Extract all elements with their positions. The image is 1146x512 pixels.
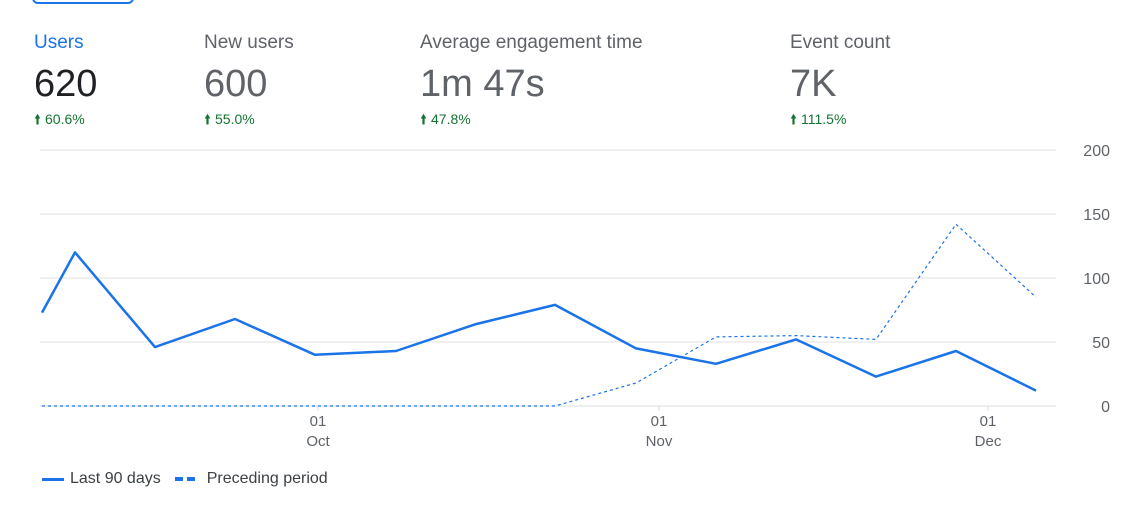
arrow-up-icon: 🠙	[420, 111, 428, 127]
y-tick-label: 100	[1083, 271, 1110, 288]
chart-legend: Last 90 days Preceding period	[42, 470, 342, 488]
metric-label: New users	[204, 32, 294, 53]
y-tick-label: 200	[1083, 143, 1110, 160]
arrow-up-icon: 🠙	[790, 111, 798, 127]
metric-value: 600	[204, 63, 268, 105]
x-tick-label-day: 01	[310, 413, 327, 430]
metric-average-engagement-time[interactable]: Average engagement time 1m 47s 🠙 47.8%	[420, 31, 643, 133]
metric-event-count[interactable]: Event count 7K 🠙 111.5%	[790, 31, 890, 133]
legend-swatch-dashed	[174, 477, 199, 481]
y-tick-label: 150	[1083, 207, 1110, 224]
x-tick-label-month: Dec	[975, 433, 1002, 450]
legend-label-previous: Preceding period	[206, 470, 328, 487]
series-line-preceding-period	[42, 223, 1037, 407]
x-tick-label-month: Nov	[646, 433, 673, 450]
metric-value: 7K	[790, 63, 837, 105]
arrow-up-icon: 🠙	[204, 111, 212, 127]
metric-new-users[interactable]: New users 600 🠙 55.0%	[204, 31, 294, 133]
y-tick-label: 50	[1092, 335, 1110, 352]
series-line-last-90-days	[40, 251, 1037, 392]
legend-swatch-solid	[42, 477, 64, 481]
legend-item-previous: Preceding period	[174, 470, 328, 488]
metric-change-value: 47.8%	[431, 111, 471, 127]
metric-cards: Users 620 🠙 60.6% New users 600 🠙 55.0% Av…	[0, 0, 1146, 150]
metric-change: 🠙 60.6%	[34, 109, 97, 133]
metric-change-value: 55.0%	[215, 111, 255, 127]
metric-users[interactable]: Users 620 🠙 60.6%	[34, 31, 97, 133]
metric-label: Average engagement time	[420, 32, 643, 53]
y-tick-label: 0	[1101, 399, 1110, 416]
legend-item-current: Last 90 days	[42, 470, 161, 488]
metric-label: Users	[34, 32, 84, 53]
metric-label: Event count	[790, 32, 891, 53]
metric-change-value: 111.5%	[801, 111, 847, 127]
x-tick-label-month: Oct	[306, 433, 330, 450]
x-tick-label-day: 01	[651, 413, 668, 430]
metric-value: 1m 47s	[420, 63, 545, 105]
line-chart: 0 50 100 150 200 01 Oct 01 Nov 01 Dec	[40, 143, 1110, 450]
metric-change-value: 60.6%	[45, 111, 85, 127]
metric-change: 🠙 111.5%	[790, 109, 890, 133]
legend-label-current: Last 90 days	[70, 470, 161, 487]
metric-value: 620	[34, 63, 98, 105]
x-tick-label-day: 01	[980, 413, 997, 430]
arrow-up-icon: 🠙	[34, 111, 42, 127]
metric-change: 🠙 47.8%	[420, 109, 643, 133]
metric-change: 🠙 55.0%	[204, 109, 294, 133]
